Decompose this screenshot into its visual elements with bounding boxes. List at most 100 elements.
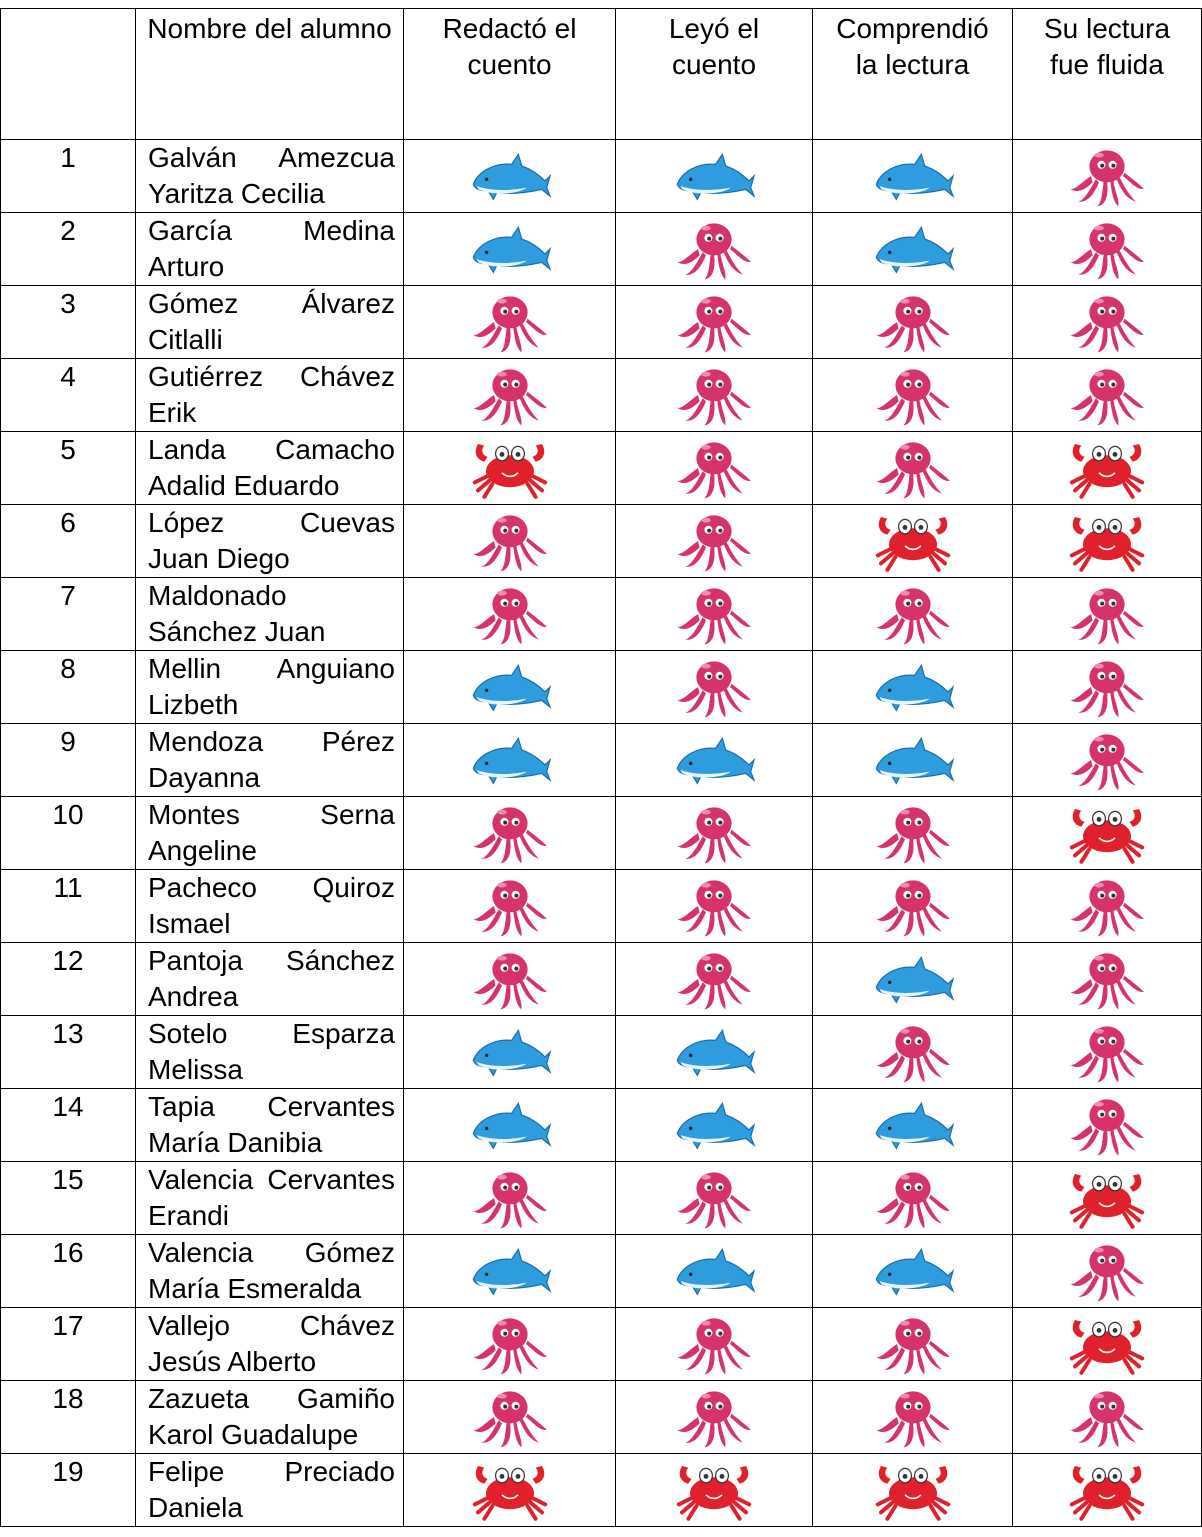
icon-cell — [812, 577, 1013, 651]
row-number: 1 — [0, 139, 136, 213]
row-number: 9 — [0, 723, 136, 797]
table-row: 13 Sotelo Esparza Melissa — [0, 1015, 1202, 1089]
octopus-icon — [470, 801, 550, 865]
icon-cell — [812, 1015, 1013, 1089]
header-cell: Comprendió la lectura — [812, 8, 1013, 140]
octopus-icon — [1067, 1385, 1147, 1449]
table-row: 19 Felipe Preciado Daniela — [0, 1453, 1202, 1527]
crab-icon — [873, 1458, 953, 1522]
crab-icon — [1067, 801, 1147, 865]
icon-cell — [403, 1453, 616, 1527]
crab-icon — [1067, 1312, 1147, 1376]
dolphin-icon — [672, 151, 756, 201]
icon-cell — [403, 285, 616, 359]
row-number: 2 — [0, 212, 136, 286]
icon-cell — [615, 431, 813, 505]
octopus-icon — [1067, 1093, 1147, 1157]
icon-cell — [812, 796, 1013, 870]
octopus-icon — [873, 1166, 953, 1230]
crab-icon — [674, 1458, 754, 1522]
icon-cell — [1012, 1453, 1202, 1527]
octopus-icon — [873, 1385, 953, 1449]
icon-cell — [1012, 1234, 1202, 1308]
octopus-icon — [873, 801, 953, 865]
icon-cell — [403, 139, 616, 213]
row-number: 10 — [0, 796, 136, 870]
octopus-icon — [873, 1020, 953, 1084]
header-cell — [0, 8, 136, 140]
header-cell: Su lectura fue fluida — [1012, 8, 1202, 140]
icon-cell — [812, 1307, 1013, 1381]
icon-cell — [812, 1161, 1013, 1235]
octopus-icon — [873, 1312, 953, 1376]
student-name: Felipe Preciado Daniela — [135, 1453, 404, 1527]
octopus-icon — [470, 1312, 550, 1376]
icon-cell — [615, 796, 813, 870]
icon-cell — [403, 1015, 616, 1089]
icon-cell — [403, 504, 616, 578]
icon-cell — [812, 431, 1013, 505]
table-row: 6 López Cuevas Juan Diego — [0, 504, 1202, 578]
table-row: 7 Maldonado Sánchez Juan — [0, 577, 1202, 651]
student-name: Tapia Cervantes María Danibia — [135, 1088, 404, 1162]
row-number: 12 — [0, 942, 136, 1016]
row-number: 4 — [0, 358, 136, 432]
icon-cell — [403, 942, 616, 1016]
dolphin-icon — [871, 1100, 955, 1150]
icon-cell — [615, 1234, 813, 1308]
icon-cell — [403, 796, 616, 870]
row-number: 11 — [0, 869, 136, 943]
icon-cell — [403, 212, 616, 286]
icon-cell — [403, 577, 616, 651]
dolphin-icon — [672, 1027, 756, 1077]
icon-cell — [1012, 796, 1202, 870]
icon-cell — [615, 869, 813, 943]
dolphin-icon — [468, 1246, 552, 1296]
dolphin-icon — [672, 735, 756, 785]
icon-cell — [812, 139, 1013, 213]
crab-icon — [873, 509, 953, 573]
icon-cell — [403, 1161, 616, 1235]
crab-icon — [1067, 509, 1147, 573]
table-row: 11 Pacheco Quiroz Ismael — [0, 869, 1202, 943]
icon-cell — [1012, 212, 1202, 286]
student-name: Pantoja Sánchez Andrea — [135, 942, 404, 1016]
student-name: Maldonado Sánchez Juan — [135, 577, 404, 651]
header-cell: Nombre del alumno — [135, 8, 404, 140]
table-body: 1 Galván Amezcua Yaritza Cecilia 2 García M… — [0, 139, 1202, 1527]
octopus-icon — [1067, 363, 1147, 427]
octopus-icon — [1067, 217, 1147, 281]
icon-cell — [1012, 577, 1202, 651]
table-row: 18 Zazueta Gamiño Karol Guadalupe — [0, 1380, 1202, 1454]
icon-cell — [615, 942, 813, 1016]
dolphin-icon — [871, 151, 955, 201]
octopus-icon — [873, 363, 953, 427]
dolphin-icon — [468, 1027, 552, 1077]
student-name: Mellin Anguiano Lizbeth — [135, 650, 404, 724]
student-name: Landa Camacho Adalid Eduardo — [135, 431, 404, 505]
octopus-icon — [1067, 290, 1147, 354]
crab-icon — [1067, 1166, 1147, 1230]
octopus-icon — [674, 947, 754, 1011]
student-name: García Medina Arturo — [135, 212, 404, 286]
icon-cell — [615, 577, 813, 651]
icon-cell — [812, 1088, 1013, 1162]
octopus-icon — [470, 363, 550, 427]
dolphin-icon — [871, 1246, 955, 1296]
icon-cell — [1012, 942, 1202, 1016]
icon-cell — [1012, 285, 1202, 359]
evaluation-table: Nombre del alumno Redactó el cuento Leyó e… — [0, 8, 1202, 1527]
student-name: Montes Serna Angeline — [135, 796, 404, 870]
table-row: 1 Galván Amezcua Yaritza Cecilia — [0, 139, 1202, 213]
octopus-icon — [873, 436, 953, 500]
dolphin-icon — [468, 151, 552, 201]
icon-cell — [403, 1307, 616, 1381]
dolphin-icon — [468, 662, 552, 712]
icon-cell — [615, 285, 813, 359]
octopus-icon — [674, 363, 754, 427]
table-row: 10 Montes Serna Angeline — [0, 796, 1202, 870]
icon-cell — [1012, 723, 1202, 797]
icon-cell — [615, 1161, 813, 1235]
icon-cell — [812, 723, 1013, 797]
